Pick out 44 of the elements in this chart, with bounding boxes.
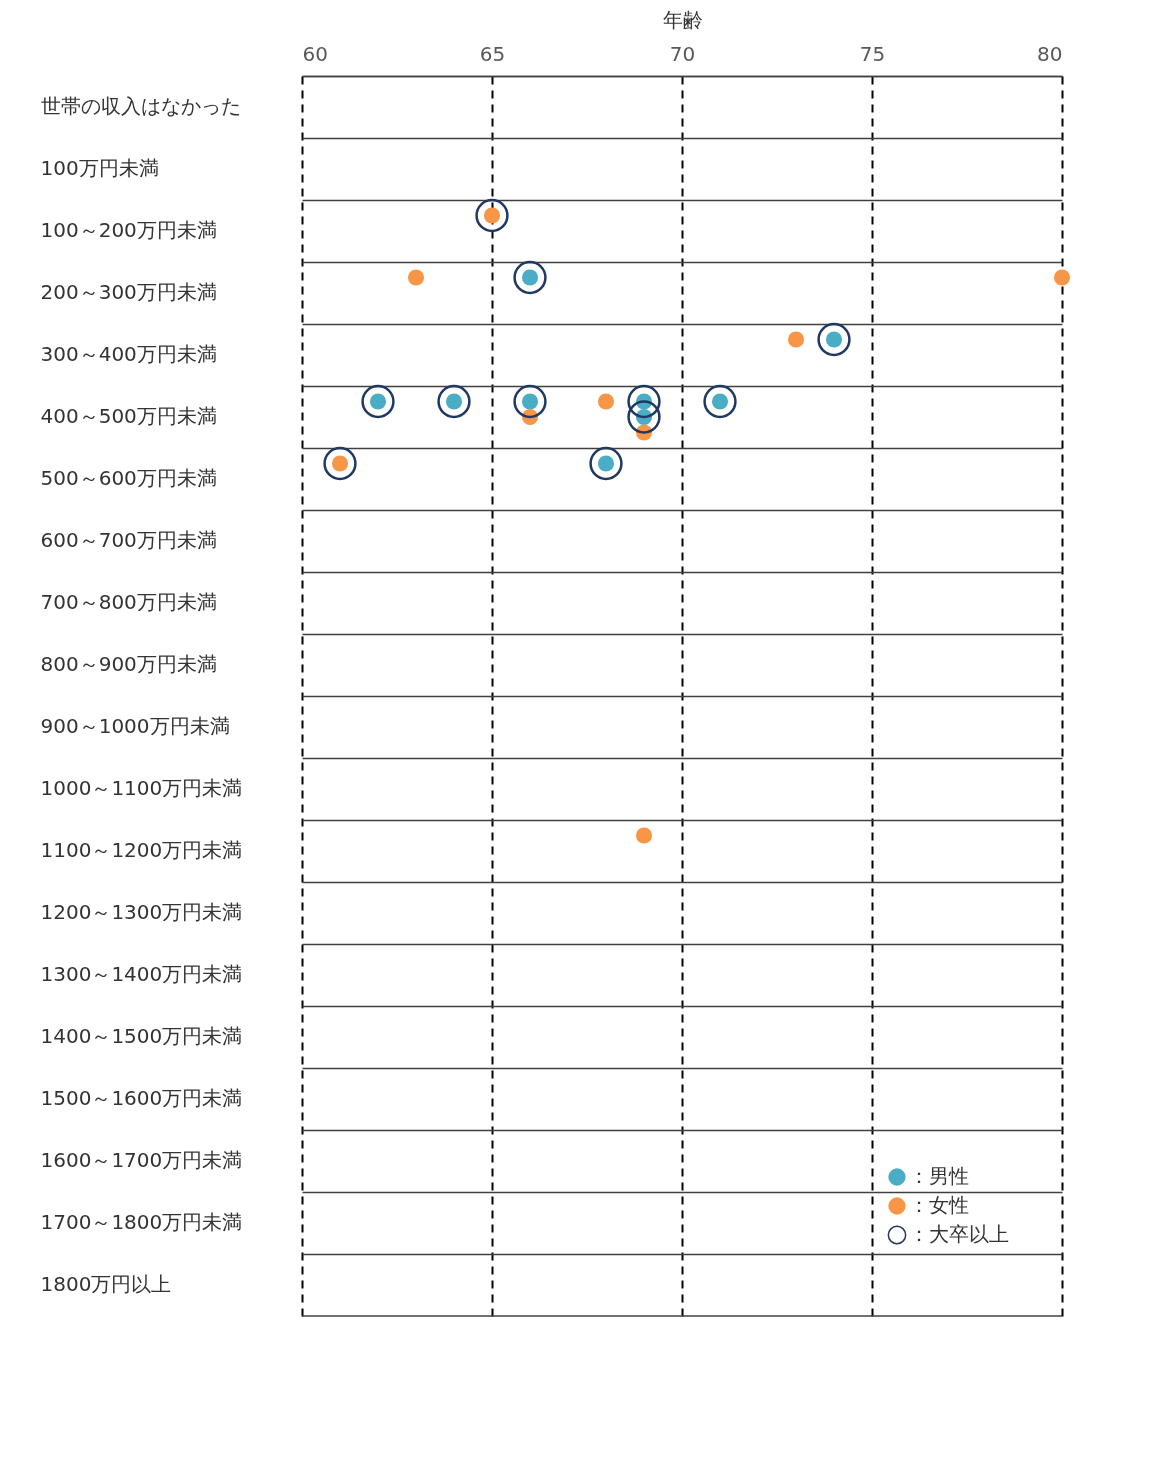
y-tick-label: 1400～1500万円未満 [40,1024,243,1048]
point [817,322,851,357]
y-tick-label: 200～300万円未満 [40,280,217,304]
point [475,198,509,233]
x-tick-label: 75 [859,41,886,66]
point [1053,269,1071,286]
point [513,260,547,295]
point [627,384,661,419]
legend-label: ：男性 [909,1164,969,1188]
y-tick-label: 1100～1200万円未満 [40,838,243,862]
y-tick-label: 1700～1800万円未満 [40,1210,243,1234]
point [323,446,357,481]
y-tick-label: 1800万円以上 [40,1272,172,1296]
point [407,269,425,286]
y-tick-label: 300～400万円未満 [40,342,217,366]
point [703,384,737,419]
x-axis-title: 年齢 [662,7,703,32]
y-tick-label: 600～700万円未満 [40,528,217,552]
point [361,384,395,419]
point [437,384,471,419]
y-tick-label: 1500～1600万円未満 [40,1086,243,1110]
legend-label: ：女性 [909,1193,969,1217]
y-tick-label: 1600～1700万円未満 [40,1148,243,1172]
point [597,393,615,410]
x-tick-label: 65 [479,41,506,66]
y-tick-label: 1200～1300万円未満 [40,900,243,924]
y-tick-label: 1300～1400万円未満 [40,962,243,986]
point [589,446,623,481]
y-tick-label: 500～600万円未満 [40,466,217,490]
x-tick-label: 60 [302,41,328,66]
x-tick-label: 80 [1037,41,1063,66]
point [513,384,547,419]
y-tick-label: 100万円未満 [40,156,159,180]
point [635,827,653,844]
y-tick-label: 1000～1100万円未満 [40,776,243,800]
y-tick-label: 100～200万円未満 [40,218,217,242]
legend-label: ：大卒以上 [909,1222,1009,1246]
point [787,331,805,348]
y-tick-label: 900～1000万円未満 [40,714,230,738]
y-tick-label: 世帯の収入はなかった [40,94,241,118]
y-tick-label: 400～500万円未満 [40,404,217,428]
y-tick-label: 800～900万円未満 [40,652,217,676]
x-tick-label: 70 [669,41,696,66]
y-tick-label: 700～800万円未満 [40,590,217,614]
